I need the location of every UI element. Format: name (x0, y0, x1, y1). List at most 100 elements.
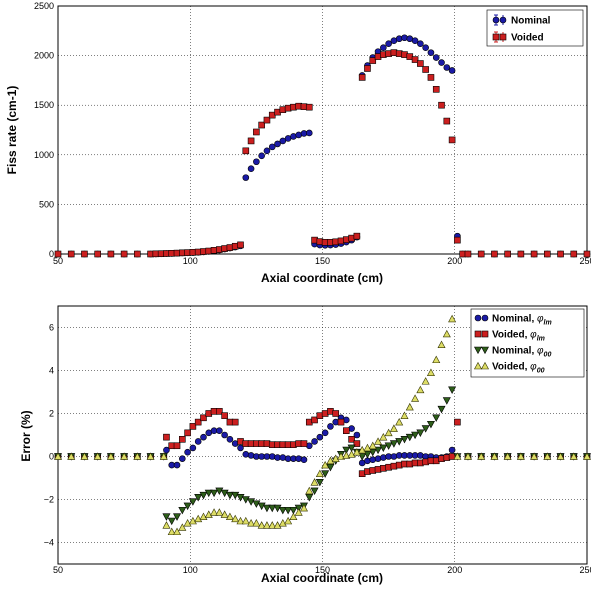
data-point (300, 456, 308, 464)
data-point (67, 250, 75, 258)
y-tick-label: 2 (49, 409, 54, 419)
x-tick-label: 150 (315, 565, 330, 575)
data-point (279, 454, 287, 461)
data-point (569, 452, 578, 460)
data-point (184, 448, 191, 456)
data-point (189, 444, 197, 452)
legend-series-name: Voided, (492, 362, 530, 373)
data-point (448, 453, 456, 460)
legend-marker (474, 330, 482, 338)
data-point (417, 452, 424, 459)
legend-subscript: 00 (544, 352, 552, 359)
data-point (247, 452, 255, 459)
legend-marker (480, 361, 490, 370)
data-point (107, 250, 115, 258)
series-3 (53, 314, 591, 536)
data-point (358, 74, 366, 81)
data-point (268, 143, 276, 151)
data-point (395, 438, 404, 446)
data-point (183, 519, 192, 527)
data-point (310, 478, 319, 486)
data-point (390, 453, 398, 460)
legend-series-name: Nominal (511, 16, 551, 27)
data-point (194, 514, 203, 523)
data-point (210, 489, 219, 498)
data-point (247, 137, 255, 145)
data-point (178, 523, 187, 531)
x-tick-label: 50 (53, 256, 63, 266)
data-point (327, 423, 334, 430)
data-point (437, 405, 446, 414)
data-point (416, 385, 425, 394)
data-point (184, 429, 191, 437)
data-point (353, 431, 361, 439)
data-point (305, 494, 314, 502)
y-tick-label: 500 (39, 199, 54, 209)
data-point (299, 503, 308, 512)
data-point (516, 452, 525, 460)
data-point (268, 453, 276, 460)
data-point (557, 250, 564, 258)
legend-marker (492, 16, 500, 24)
data-point (294, 508, 303, 516)
data-point (342, 446, 351, 455)
data-point (530, 250, 538, 258)
y-tick-label: −2 (44, 495, 54, 505)
data-point (226, 435, 234, 443)
data-point (426, 368, 435, 376)
data-point (231, 418, 239, 426)
data-point (247, 165, 255, 172)
data-point (305, 129, 313, 137)
data-point (253, 158, 260, 166)
legend-symbol: φ (530, 362, 537, 373)
data-point (395, 35, 403, 43)
legend-marker (473, 346, 483, 355)
data-point (454, 418, 461, 426)
data-point (221, 431, 228, 439)
data-point (204, 510, 213, 518)
data-point (199, 512, 208, 521)
data-point (263, 147, 271, 155)
legend-marker (499, 33, 507, 41)
legend-subscript: lm (537, 336, 545, 343)
data-point (236, 516, 245, 525)
data-point (258, 152, 265, 160)
data-point (438, 59, 445, 66)
data-point (133, 452, 142, 460)
data-point (477, 250, 485, 258)
data-point (257, 502, 266, 511)
data-point (437, 340, 446, 349)
data-point (432, 414, 441, 422)
data-point (262, 521, 271, 529)
data-point (258, 121, 265, 129)
data-point (179, 435, 186, 443)
y-tick-label: 6 (49, 323, 54, 333)
data-point (274, 140, 281, 148)
data-point (194, 438, 202, 445)
data-point (379, 433, 388, 441)
x-tick-label: 50 (53, 565, 63, 575)
data-point (188, 516, 197, 525)
data-point (194, 494, 203, 502)
data-point (443, 117, 451, 125)
data-point (369, 57, 377, 64)
x-tick-label: 250 (579, 565, 591, 575)
data-point (395, 417, 404, 426)
data-point (134, 250, 141, 258)
series-1 (54, 49, 591, 258)
data-point (106, 452, 115, 460)
y-tick-label: 0 (49, 249, 54, 259)
data-point (432, 54, 440, 61)
data-point (352, 448, 361, 456)
data-point (305, 486, 314, 495)
data-point (120, 250, 128, 258)
data-point (220, 489, 229, 498)
data-point (583, 250, 591, 258)
data-point (374, 437, 383, 445)
top-y-axis-label: Fiss rate (cm-1) (5, 86, 19, 175)
legend-subscript: 00 (537, 368, 545, 375)
data-point (162, 513, 171, 521)
data-point (442, 329, 451, 338)
data-point (173, 513, 182, 521)
data-point (67, 452, 76, 460)
